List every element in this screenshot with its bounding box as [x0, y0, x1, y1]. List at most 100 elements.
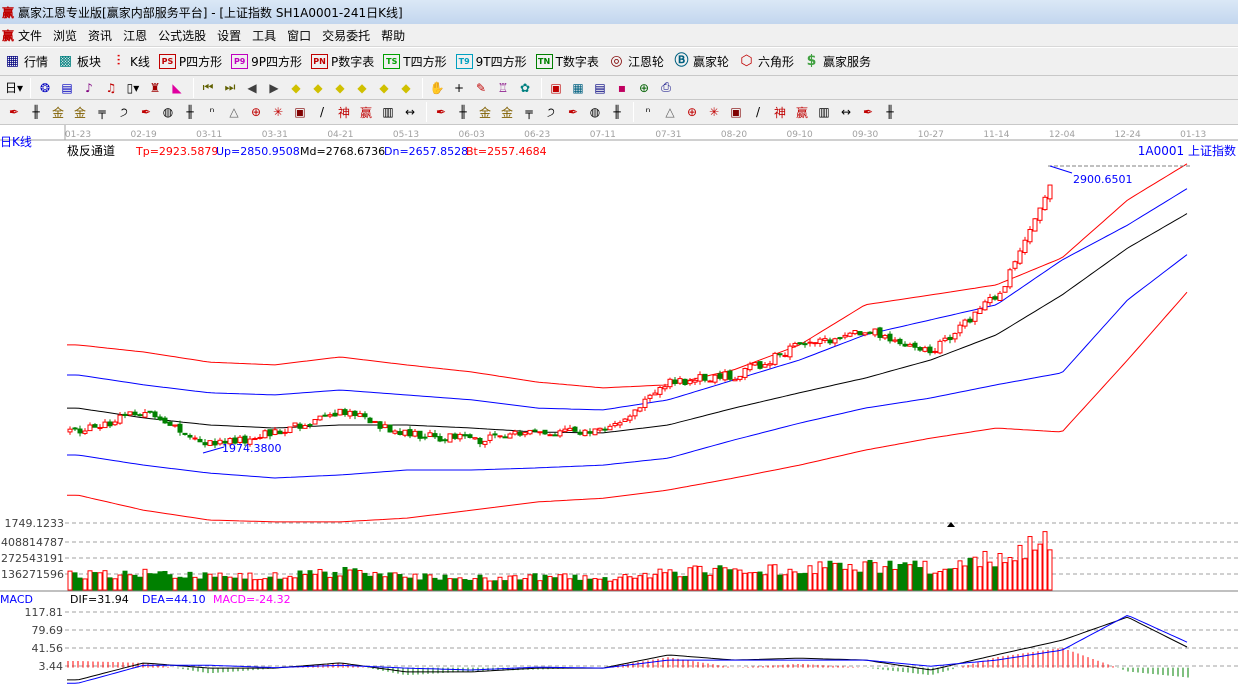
toolbar-button-1[interactable]: ▩ 板块 [57, 53, 101, 70]
left-icon[interactable]: ◀ [247, 80, 257, 95]
list-icon[interactable]: ⁿ [645, 105, 651, 119]
right-icon[interactable]: ▶ [269, 80, 279, 95]
toolbar-button-3[interactable]: PS P四方形 [158, 53, 222, 70]
volume-bar [547, 575, 553, 591]
tool-a-icon[interactable]: ▣ [730, 105, 742, 119]
menu-7[interactable]: 窗口 [287, 28, 312, 43]
kline-chart[interactable]: 01-23 02-19 03-11 03-31 04-21 05-13 06-03 06-23… [0, 125, 1238, 684]
shen-icon[interactable]: 神 [337, 105, 350, 120]
last-icon[interactable]: ⏭ [224, 80, 236, 94]
map-icon[interactable]: ♜ [149, 80, 161, 95]
toolbar-button-5[interactable]: PN P数字表 [311, 53, 374, 70]
calculator-icon[interactable]: ▦ [572, 80, 584, 95]
menu-0[interactable]: 文件 [18, 28, 43, 43]
shrink-h-icon[interactable]: ◆ [357, 80, 367, 95]
fan-icon[interactable]: ╫ [459, 105, 467, 119]
grid-lines-icon[interactable]: ╫ [186, 105, 194, 119]
menu-2[interactable]: 资讯 [88, 28, 113, 43]
menu-6[interactable]: 工具 [252, 28, 277, 43]
candle [102, 421, 108, 429]
tool-f-icon[interactable]: ↔ [840, 105, 852, 119]
crosshair-icon[interactable]: + [453, 80, 465, 95]
toolbar-button-0[interactable]: ▦ 行情 [4, 53, 48, 70]
toolbar-button-4[interactable]: P9 9P四方形 [231, 53, 302, 70]
purple-fan-icon[interactable]: 金 [500, 105, 513, 120]
ruler-123-icon[interactable]: ▥ [382, 105, 394, 119]
percent-icon[interactable]: ⊕ [686, 105, 698, 119]
menu-3[interactable]: 江恩 [123, 28, 148, 43]
diag-lines-icon[interactable]: ╫ [613, 105, 621, 119]
tool-d-icon[interactable]: 赢 [795, 105, 808, 120]
box-icon[interactable]: ✒ [435, 105, 447, 119]
angle-icon[interactable]: ╤ [525, 105, 533, 119]
volume-bar [357, 570, 363, 591]
n-square-icon[interactable]: ⁿ [209, 105, 215, 119]
overlay-icon[interactable]: ❂ [39, 80, 51, 95]
brain-icon[interactable]: ✿ [519, 80, 531, 95]
toolbar-button-12[interactable]: $ 赢家服务 [803, 53, 871, 70]
pen-icon[interactable]: ✒ [8, 105, 20, 119]
period-day-dropdown-icon[interactable]: 日▾ [4, 81, 24, 95]
width-icon[interactable]: ↔ [404, 105, 416, 119]
tool-e-icon[interactable]: ▥ [818, 105, 830, 119]
target-icon[interactable]: ⊕ [250, 105, 262, 119]
menu-8[interactable]: 交易委托 [322, 28, 371, 43]
toolbar-button-9[interactable]: ◎ 江恩轮 [608, 53, 664, 70]
print-icon[interactable]: ⎙ [661, 80, 671, 94]
candle [642, 398, 648, 408]
toolbar-label: K线 [130, 55, 150, 69]
move-right-icon[interactable]: ◆ [313, 80, 323, 95]
grid-box-icon[interactable]: ✒ [567, 105, 579, 119]
coin-icon[interactable]: ✳ [708, 105, 720, 119]
line-tool-icon[interactable]: ✎ [475, 80, 487, 95]
dea-value: DEA=44.10 [142, 593, 206, 606]
calendar-icon[interactable]: ▣ [550, 80, 562, 95]
ying-icon[interactable]: 赢 [359, 105, 372, 120]
candle-dropdown-icon[interactable]: ▯▾ [126, 80, 140, 95]
square-fan-icon[interactable]: 金 [478, 105, 491, 120]
move-left-icon[interactable]: ◆ [291, 80, 301, 95]
clipboard-icon[interactable]: ▤ [61, 80, 73, 95]
percent-fan-icon[interactable]: △ [665, 105, 675, 119]
triangle-icon[interactable]: △ [229, 105, 239, 119]
pen-scale-icon[interactable]: ✒ [140, 105, 152, 119]
save-icon[interactable]: ▪ [617, 80, 627, 95]
square-spiral-icon[interactable]: ▣ [294, 105, 306, 119]
tool-b-icon[interactable]: / [755, 105, 761, 119]
volume-bar [112, 578, 118, 591]
circle-lines-icon[interactable]: ◍ [162, 105, 174, 119]
toolbar-button-6[interactable]: TS T四方形 [383, 53, 447, 70]
f-lines-icon[interactable]: ╤ [98, 105, 106, 119]
network-icon[interactable]: ⊕ [638, 80, 650, 95]
web-icon[interactable]: ✳ [272, 105, 284, 119]
toolbar-button-2[interactable]: ⫶ K线 [110, 53, 150, 70]
spiral-icon[interactable]: ੭ [120, 104, 128, 119]
gold-2-icon[interactable]: 金 [73, 105, 86, 120]
toolbar-button-11[interactable]: ⬡ 六角形 [738, 53, 794, 70]
menu-4[interactable]: 公式选股 [158, 28, 207, 43]
step-3-icon[interactable]: ♪ [85, 80, 93, 95]
hand-icon[interactable]: ✋ [429, 80, 445, 95]
flag-icon[interactable]: ◣ [172, 80, 182, 95]
slash-icon[interactable]: / [319, 105, 325, 119]
menu-5[interactable]: 设置 [217, 28, 242, 43]
zoom-in-icon[interactable]: ◆ [379, 80, 389, 95]
grid-box-2-icon[interactable]: ◍ [589, 105, 601, 119]
first-icon[interactable]: ⏮ [202, 80, 214, 94]
toolbar-button-7[interactable]: T9 9T四方形 [455, 53, 527, 70]
v-icon[interactable]: ੭ [547, 104, 555, 119]
menu-1[interactable]: 浏览 [53, 28, 78, 43]
tool-c-icon[interactable]: 神 [773, 105, 786, 120]
notes-icon[interactable]: ▤ [594, 80, 606, 95]
toolbar-button-8[interactable]: TN T数字表 [535, 53, 599, 70]
tool-h-icon[interactable]: ╫ [886, 105, 894, 119]
step-9-icon[interactable]: ♫ [105, 80, 117, 95]
parallel-lines-icon[interactable]: ╫ [32, 105, 40, 119]
menu-9[interactable]: 帮助 [381, 28, 406, 43]
gold-1-icon[interactable]: 金 [51, 105, 64, 120]
toolbar-button-10[interactable]: Ⓑ 赢家轮 [673, 53, 729, 70]
zoom-out-icon[interactable]: ◆ [401, 80, 411, 95]
expand-h-icon[interactable]: ◆ [335, 80, 345, 95]
tower-icon[interactable]: ♖ [497, 80, 509, 95]
tool-g-icon[interactable]: ✒ [862, 105, 874, 119]
